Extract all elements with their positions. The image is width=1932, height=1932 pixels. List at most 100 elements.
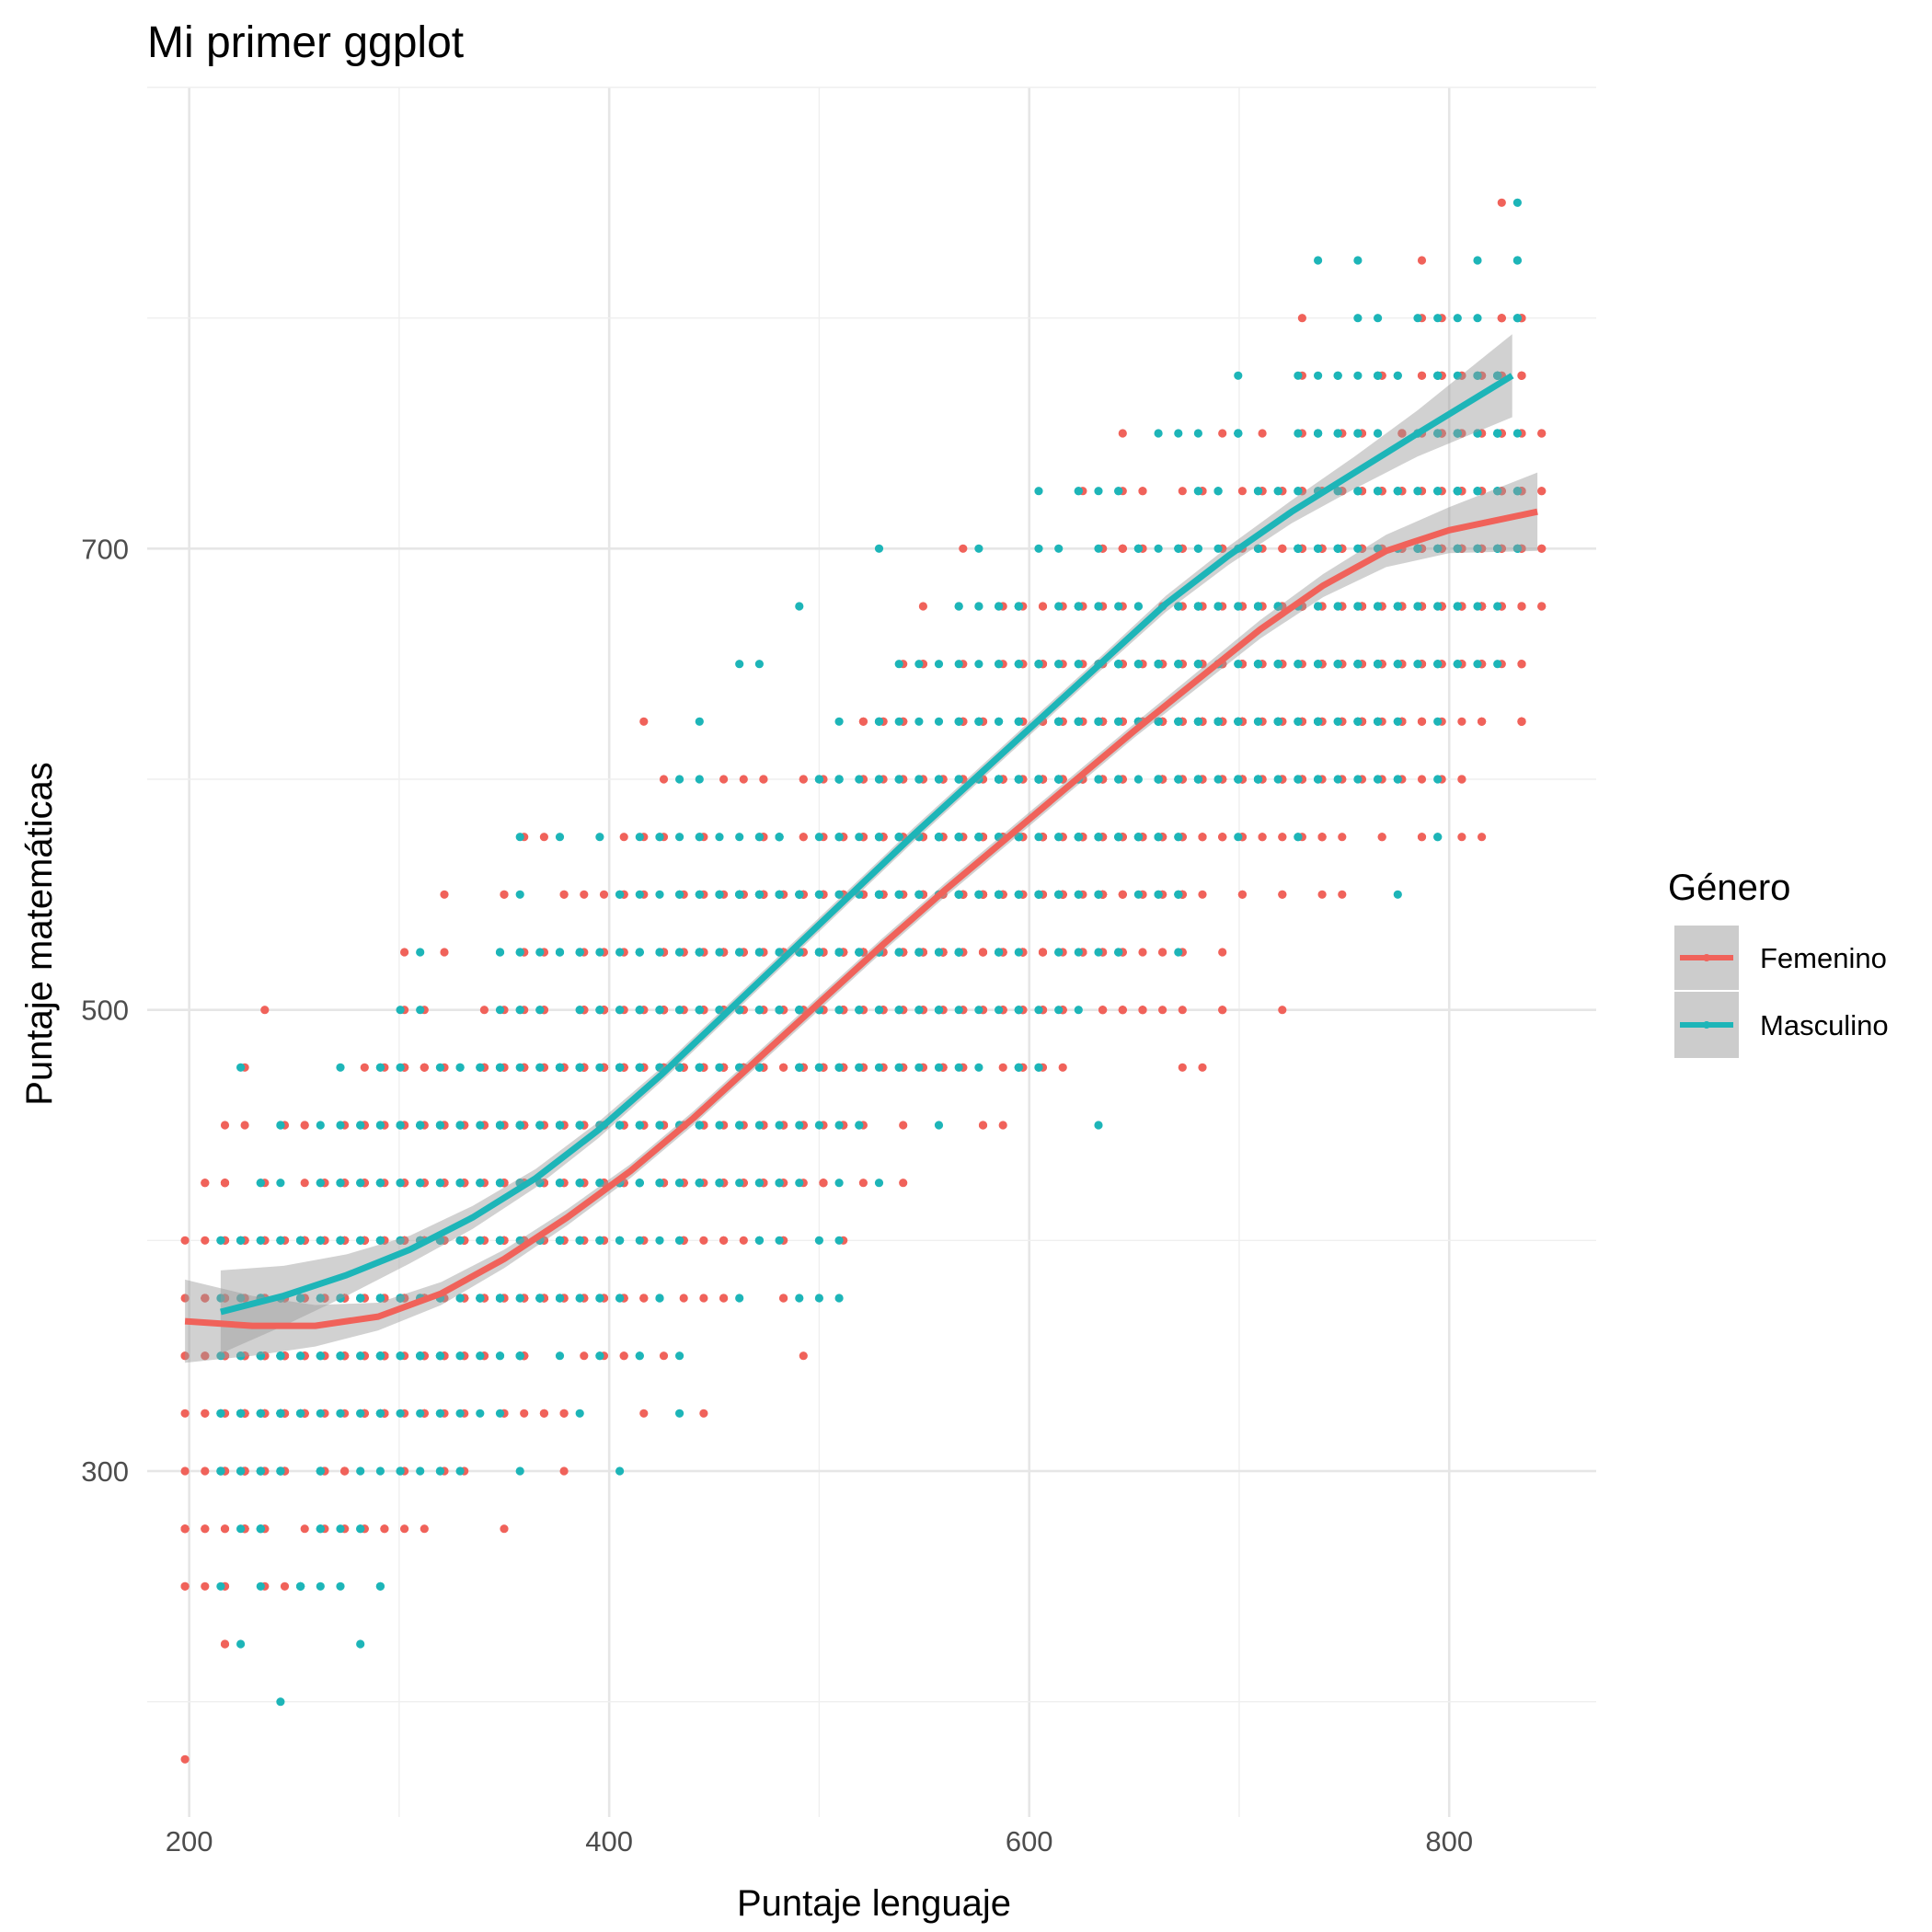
point-masculino — [995, 948, 1004, 957]
point-masculino — [1014, 833, 1023, 842]
point-masculino — [1193, 602, 1202, 611]
point-masculino — [555, 1236, 565, 1245]
point-masculino — [336, 1121, 345, 1130]
point-masculino — [476, 1063, 485, 1072]
point-masculino — [316, 1121, 325, 1130]
point-masculino — [1074, 890, 1083, 899]
point-masculino — [635, 1006, 644, 1015]
point-masculino — [555, 1121, 565, 1130]
point-masculino — [1014, 660, 1023, 669]
point-femenino — [1397, 429, 1407, 438]
point-masculino — [336, 1409, 345, 1418]
point-masculino — [615, 1466, 625, 1476]
point-femenino — [201, 1351, 210, 1361]
point-masculino — [615, 1063, 625, 1072]
point-masculino — [1213, 487, 1223, 496]
point-femenino — [559, 1466, 569, 1476]
point-masculino — [934, 775, 944, 784]
point-masculino — [296, 1351, 305, 1361]
point-masculino — [396, 1409, 405, 1418]
point-masculino — [695, 1121, 704, 1130]
point-masculino — [1333, 602, 1342, 611]
point-masculino — [834, 775, 844, 784]
point-femenino — [220, 1524, 230, 1534]
point-masculino — [336, 1581, 345, 1591]
point-masculino — [555, 1063, 565, 1072]
point-femenino — [1118, 890, 1127, 899]
point-masculino — [276, 1351, 285, 1361]
point-masculino — [396, 1351, 405, 1361]
point-masculino — [1094, 717, 1103, 726]
point-femenino — [699, 1236, 708, 1245]
point-femenino — [599, 890, 609, 899]
point-masculino — [1133, 602, 1143, 611]
point-masculino — [396, 1179, 405, 1188]
point-masculino — [1453, 660, 1462, 669]
point-masculino — [1393, 487, 1402, 496]
point-masculino — [296, 1236, 305, 1245]
point-femenino — [180, 1409, 190, 1418]
smooth-lines — [184, 373, 1538, 1329]
point-masculino — [336, 1524, 345, 1534]
point-femenino — [799, 833, 808, 842]
point-masculino — [1433, 660, 1443, 669]
point-masculino — [954, 948, 963, 957]
point-masculino — [1114, 487, 1123, 496]
point-masculino — [1114, 948, 1123, 957]
point-masculino — [775, 1236, 784, 1245]
point-masculino — [515, 1351, 524, 1361]
point-masculino — [1353, 314, 1363, 323]
point-masculino — [535, 1294, 545, 1303]
point-masculino — [296, 1409, 305, 1418]
point-masculino — [1433, 314, 1443, 323]
point-masculino — [934, 660, 944, 669]
point-femenino — [580, 890, 589, 899]
point-masculino — [754, 1179, 765, 1188]
point-femenino — [639, 1294, 649, 1303]
point-femenino — [1478, 717, 1487, 726]
point-masculino — [575, 1121, 584, 1130]
point-masculino — [735, 1294, 744, 1303]
point-masculino — [615, 1294, 625, 1303]
point-masculino — [256, 1581, 265, 1591]
point-masculino — [834, 948, 844, 957]
point-masculino — [675, 1409, 684, 1418]
point-masculino — [874, 1063, 884, 1072]
point-femenino — [201, 1409, 210, 1418]
point-masculino — [1034, 660, 1043, 669]
point-masculino — [1473, 660, 1482, 669]
point-masculino — [276, 1466, 285, 1476]
point-masculino — [535, 1121, 545, 1130]
point-masculino — [416, 1179, 425, 1188]
point-masculino — [1074, 660, 1083, 669]
point-masculino — [635, 948, 644, 957]
point-masculino — [675, 1063, 684, 1072]
point-masculino — [934, 1006, 944, 1015]
point-masculino — [814, 1294, 824, 1303]
point-masculino — [1234, 429, 1243, 438]
point-femenino — [619, 833, 628, 842]
point-masculino — [1174, 544, 1183, 553]
point-masculino — [1393, 775, 1402, 784]
point-masculino — [495, 1006, 505, 1015]
point-masculino — [1294, 487, 1303, 496]
point-masculino — [1273, 775, 1282, 784]
point-masculino — [435, 1179, 444, 1188]
point-masculino — [974, 1063, 983, 1072]
point-masculino — [555, 833, 565, 842]
point-femenino — [1198, 1063, 1207, 1072]
point-masculino — [1034, 890, 1043, 899]
point-masculino — [435, 1409, 444, 1418]
point-masculino — [1333, 660, 1342, 669]
point-masculino — [615, 890, 625, 899]
point-masculino — [1493, 544, 1502, 553]
point-masculino — [1014, 602, 1023, 611]
point-masculino — [1333, 487, 1342, 496]
point-masculino — [735, 660, 744, 669]
point-masculino — [1273, 660, 1282, 669]
point-masculino — [995, 890, 1004, 899]
point-femenino — [918, 602, 928, 611]
point-masculino — [1234, 371, 1243, 380]
point-masculino — [754, 1006, 765, 1015]
point-masculino — [455, 1294, 465, 1303]
